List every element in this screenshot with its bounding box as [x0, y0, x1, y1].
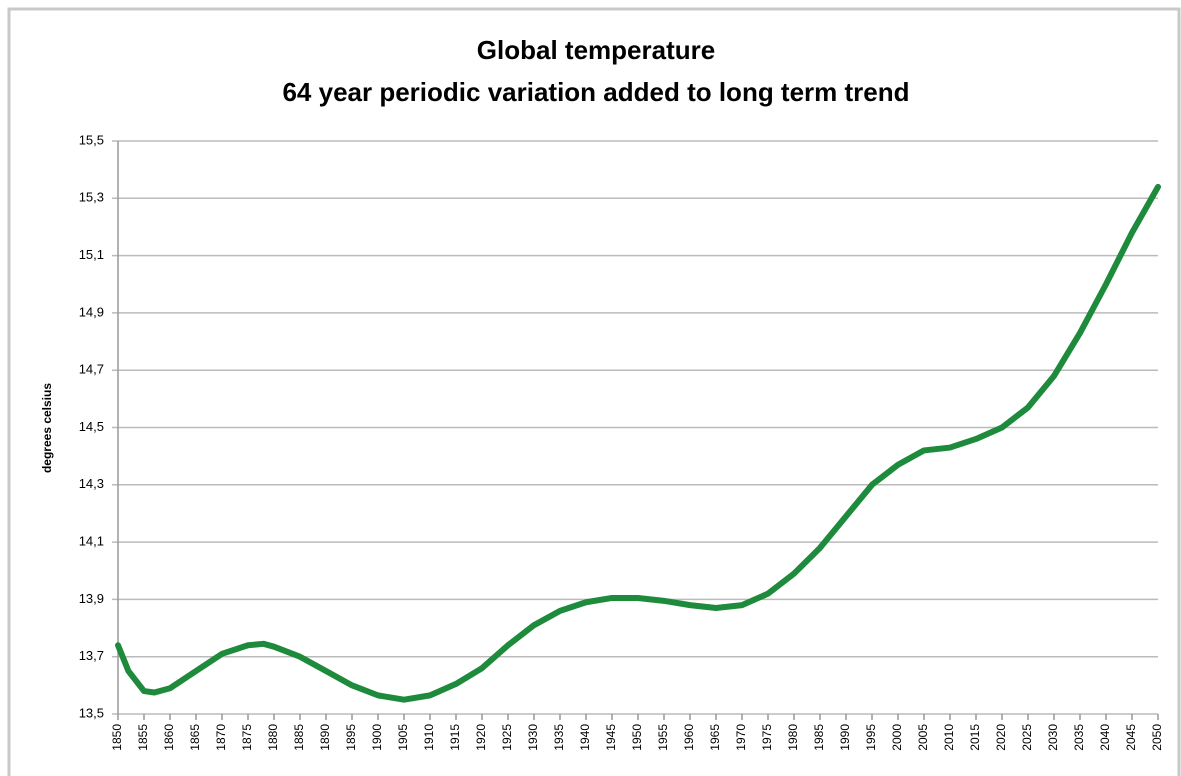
x-tick-label: 1995: [864, 724, 878, 751]
x-tick-label: 1875: [240, 724, 254, 751]
x-tick-label: 1930: [526, 724, 540, 751]
chart-subtitle: 64 year periodic variation added to long…: [282, 77, 909, 107]
x-tick-label: 1865: [188, 724, 202, 751]
x-tick-label: 1905: [396, 724, 410, 751]
x-tick-label: 1940: [578, 724, 592, 751]
x-tick-label: 1900: [370, 724, 384, 751]
x-tick-label: 2040: [1098, 724, 1112, 751]
x-tick-label: 1860: [162, 724, 176, 751]
y-tick-label: 15,3: [79, 190, 104, 205]
x-tick-label: 1895: [344, 724, 358, 751]
y-tick-label: 15,5: [79, 132, 104, 147]
y-tick-label: 13,7: [79, 648, 104, 663]
x-tick-label: 1950: [630, 724, 644, 751]
x-tick-label: 2015: [968, 724, 982, 751]
y-tick-label: 15,1: [79, 247, 104, 262]
x-tick-label: 2025: [1020, 724, 1034, 751]
x-tick-label: 1975: [760, 724, 774, 751]
y-tick-label: 13,9: [79, 591, 104, 606]
x-tick-label: 1985: [812, 724, 826, 751]
x-tick-label: 1925: [500, 724, 514, 751]
x-tick-label: 2030: [1046, 724, 1060, 751]
x-tick-label: 1935: [552, 724, 566, 751]
x-tick-label: 2000: [890, 724, 904, 751]
x-tick-label: 1855: [136, 724, 150, 751]
x-tick-label: 1965: [708, 724, 722, 751]
y-tick-label: 13,5: [79, 705, 104, 720]
x-tick-label: 1955: [656, 724, 670, 751]
x-tick-label: 1910: [422, 724, 436, 751]
x-tick-label: 1920: [474, 724, 488, 751]
x-tick-label: 1850: [110, 724, 124, 751]
x-tick-label: 2010: [942, 724, 956, 751]
y-tick-label: 14,3: [79, 476, 104, 491]
x-tick-label: 1990: [838, 724, 852, 751]
x-tick-label: 2005: [916, 724, 930, 751]
x-tick-label: 2020: [994, 724, 1008, 751]
x-tick-label: 1945: [604, 724, 618, 751]
y-axis-label: degrees celsius: [40, 383, 54, 473]
x-tick-label: 2035: [1072, 724, 1086, 751]
chart-title: Global temperature: [477, 35, 715, 65]
line-series: [115, 183, 1161, 703]
x-tick-label: 1960: [682, 724, 696, 751]
x-tick-label: 1870: [214, 724, 228, 751]
x-tick-label: 1880: [266, 724, 280, 751]
chart-frame: [7, 7, 1181, 776]
x-tick-label: 1885: [292, 724, 306, 751]
x-tick-label: 2050: [1150, 724, 1164, 751]
y-tick-label: 14,5: [79, 419, 104, 434]
x-tick-label: 2045: [1124, 724, 1138, 751]
y-tick-label: 14,9: [79, 304, 104, 319]
y-tick-label: 14,7: [79, 362, 104, 377]
x-tick-label: 1890: [318, 724, 332, 751]
y-tick-label: 14,1: [79, 534, 104, 549]
x-tick-label: 1980: [786, 724, 800, 751]
x-tick-label: 1970: [734, 724, 748, 751]
x-tick-label: 1915: [448, 724, 462, 751]
